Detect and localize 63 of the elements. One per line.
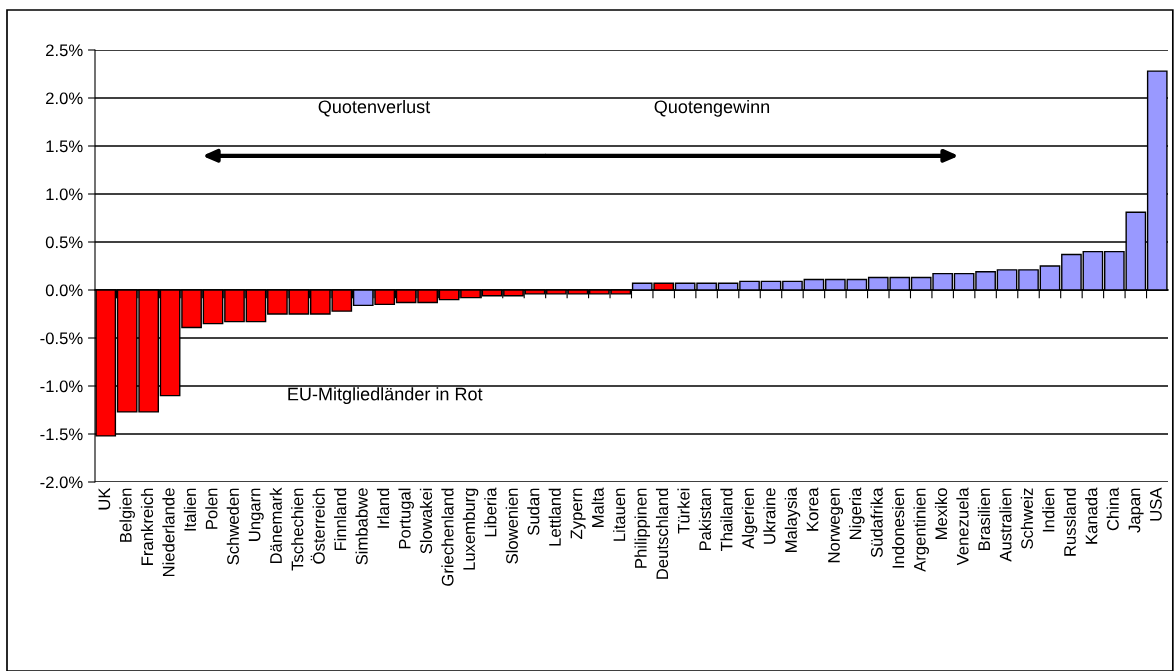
x-tick-label: Finnland xyxy=(334,488,347,551)
y-tick-label: -0.5% xyxy=(40,332,83,345)
annotation: Quotenverlust xyxy=(318,99,431,117)
x-tick-label: Dänemark xyxy=(269,487,282,564)
x-tick-label: Österreich xyxy=(310,488,325,564)
x-tick-label: Indonesien xyxy=(891,488,905,568)
x-tick-label: Belgien xyxy=(119,488,135,542)
y-tick-label: 0.5% xyxy=(45,236,83,249)
x-tick-label: Mexiko xyxy=(934,488,948,539)
x-tick-label: Polen xyxy=(205,488,218,529)
x-tick-label: Japan xyxy=(1128,488,1144,533)
x-tick-label: Luxemburg xyxy=(462,488,479,570)
annotation: Quotengewinn xyxy=(654,99,770,117)
x-tick-label: Türkei xyxy=(677,488,690,534)
x-tick-label: Brasilien xyxy=(977,488,991,551)
x-tick-label: Russland xyxy=(1063,488,1076,556)
x-tick-label: Schweden xyxy=(226,488,239,565)
x-tick-label: Ungarn xyxy=(248,488,264,541)
x-tick-label: Frankreich xyxy=(140,488,154,565)
x-tick-label: Zypern xyxy=(570,488,586,539)
x-tick-label: Schweiz xyxy=(1020,488,1033,549)
x-tick-label: Pakistan xyxy=(698,488,712,551)
y-tick-label: 0.0% xyxy=(45,284,83,297)
x-tick-label: Indien xyxy=(1042,488,1055,532)
x-tick-label: Südafrika xyxy=(870,487,883,558)
y-tick-label: -1.0% xyxy=(40,380,83,393)
annotation: EU-Mitgliedländer in Rot xyxy=(288,387,483,405)
y-tick-label: 1.5% xyxy=(46,140,83,153)
x-tick-label: Argentinien xyxy=(913,488,929,572)
x-tick-label: Portugal xyxy=(398,488,414,549)
x-tick-label: Griechenland xyxy=(441,488,454,586)
x-tick-label: UK xyxy=(98,487,111,510)
x-tick-label: Ukraine xyxy=(763,488,776,544)
x-tick-label: Thailand xyxy=(720,488,733,552)
x-tick-label: Slowenien xyxy=(505,488,518,564)
x-tick-label: Litauen xyxy=(613,488,626,541)
x-tick-label: Australien xyxy=(999,488,1012,562)
x-tick-label: Venezuela xyxy=(956,487,969,566)
x-tick-label: Nigeria xyxy=(849,487,865,539)
x-tick-label: Philippinen xyxy=(634,488,650,568)
x-tick-label: Simbabwe xyxy=(355,488,368,565)
x-tick-label: Malaysia xyxy=(784,487,801,552)
y-tick-label: -1.5% xyxy=(40,428,83,441)
x-tick-label: Kanada xyxy=(1085,487,1098,544)
x-tick-label: Deutschland xyxy=(655,488,669,579)
y-tick-label: 1.0% xyxy=(46,188,83,201)
x-tick-label: Italien xyxy=(183,488,197,531)
x-tick-label: Malta xyxy=(591,487,604,527)
y-tick-label: 2.0% xyxy=(46,92,83,105)
x-tick-label: Norwegen xyxy=(828,488,844,563)
x-tick-label: Tschechien xyxy=(291,488,304,571)
x-tick-label: Slowakei xyxy=(419,488,433,554)
y-tick-label: -2.0% xyxy=(40,476,83,489)
x-tick-label: Irland xyxy=(376,488,390,528)
x-tick-label: China xyxy=(1106,487,1119,531)
x-tick-label: Algerien xyxy=(741,488,758,549)
x-tick-label: Korea xyxy=(806,487,819,531)
x-tick-label: USA xyxy=(1149,487,1162,521)
x-tick-label: Lettland xyxy=(548,488,561,546)
x-tick-label: Sudan xyxy=(527,488,540,535)
x-tick-label: Niederlande xyxy=(162,488,175,577)
y-tick-label: 2.5% xyxy=(46,44,83,57)
x-tick-label: Liberia xyxy=(484,487,497,537)
